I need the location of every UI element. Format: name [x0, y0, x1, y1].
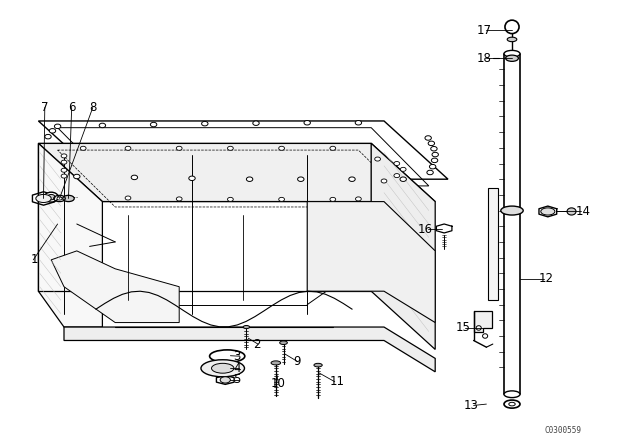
Ellipse shape — [177, 146, 182, 151]
Ellipse shape — [349, 177, 355, 181]
Text: 5: 5 — [234, 373, 241, 387]
Ellipse shape — [49, 129, 56, 133]
Ellipse shape — [54, 124, 61, 129]
Ellipse shape — [505, 20, 519, 34]
Polygon shape — [38, 143, 435, 202]
Ellipse shape — [57, 197, 62, 200]
Polygon shape — [371, 143, 435, 349]
Ellipse shape — [228, 146, 233, 151]
Polygon shape — [488, 188, 498, 300]
Ellipse shape — [45, 134, 51, 139]
Ellipse shape — [427, 170, 433, 175]
Ellipse shape — [81, 146, 86, 151]
Ellipse shape — [314, 363, 323, 367]
Polygon shape — [51, 251, 179, 323]
Ellipse shape — [425, 136, 431, 140]
Ellipse shape — [202, 121, 208, 126]
Text: 11: 11 — [330, 375, 344, 388]
Ellipse shape — [246, 177, 253, 181]
Ellipse shape — [330, 146, 336, 151]
Text: 14: 14 — [576, 205, 591, 218]
Ellipse shape — [330, 197, 336, 201]
Ellipse shape — [400, 177, 406, 181]
Ellipse shape — [506, 55, 518, 61]
Text: 7: 7 — [41, 101, 49, 114]
Ellipse shape — [243, 325, 250, 329]
Ellipse shape — [280, 341, 287, 345]
Ellipse shape — [99, 123, 106, 128]
Ellipse shape — [304, 121, 310, 125]
Ellipse shape — [201, 360, 244, 377]
Text: 2: 2 — [253, 337, 260, 351]
Ellipse shape — [279, 197, 285, 201]
Ellipse shape — [401, 167, 406, 172]
Polygon shape — [38, 121, 448, 179]
Ellipse shape — [253, 121, 259, 125]
Polygon shape — [474, 311, 492, 332]
Polygon shape — [64, 327, 435, 372]
Polygon shape — [38, 143, 102, 327]
Ellipse shape — [375, 157, 380, 161]
Text: 18: 18 — [477, 52, 492, 65]
Ellipse shape — [125, 196, 131, 200]
Ellipse shape — [63, 195, 74, 202]
Ellipse shape — [381, 179, 387, 183]
Ellipse shape — [356, 197, 362, 201]
Ellipse shape — [355, 121, 362, 125]
Ellipse shape — [61, 174, 67, 178]
Ellipse shape — [429, 164, 436, 169]
Text: 15: 15 — [456, 321, 470, 335]
Text: C0300559: C0300559 — [545, 426, 582, 435]
Ellipse shape — [504, 391, 520, 398]
Polygon shape — [307, 202, 435, 323]
Ellipse shape — [177, 197, 182, 201]
Ellipse shape — [279, 146, 285, 151]
Text: 3: 3 — [234, 349, 241, 363]
Text: 12: 12 — [539, 272, 554, 285]
Ellipse shape — [61, 168, 67, 172]
Ellipse shape — [509, 402, 515, 406]
Ellipse shape — [189, 176, 195, 181]
Text: 4: 4 — [234, 362, 241, 375]
Ellipse shape — [125, 146, 131, 151]
Ellipse shape — [74, 174, 80, 179]
Ellipse shape — [431, 146, 437, 151]
Ellipse shape — [44, 192, 58, 202]
Text: 8: 8 — [89, 101, 97, 114]
Ellipse shape — [476, 326, 481, 330]
Text: 1: 1 — [31, 253, 38, 267]
Ellipse shape — [150, 122, 157, 127]
Ellipse shape — [131, 175, 138, 180]
Ellipse shape — [483, 334, 488, 338]
Ellipse shape — [228, 197, 233, 201]
Ellipse shape — [432, 152, 438, 157]
Ellipse shape — [394, 161, 400, 166]
Text: 17: 17 — [477, 24, 492, 37]
Ellipse shape — [211, 363, 234, 373]
Ellipse shape — [501, 206, 524, 215]
Ellipse shape — [541, 208, 555, 215]
Ellipse shape — [47, 194, 55, 200]
Ellipse shape — [271, 361, 280, 365]
Text: 16: 16 — [418, 223, 433, 236]
Ellipse shape — [394, 173, 400, 178]
Ellipse shape — [507, 37, 517, 42]
Text: 10: 10 — [271, 376, 286, 390]
Ellipse shape — [61, 160, 67, 164]
Text: 9: 9 — [293, 355, 301, 369]
Ellipse shape — [431, 158, 438, 163]
Ellipse shape — [298, 177, 304, 181]
Ellipse shape — [504, 400, 520, 408]
Ellipse shape — [428, 141, 435, 146]
Ellipse shape — [220, 377, 230, 383]
Ellipse shape — [36, 194, 51, 202]
Text: 6: 6 — [68, 101, 76, 114]
Ellipse shape — [567, 208, 576, 215]
Ellipse shape — [504, 50, 520, 57]
Ellipse shape — [61, 154, 67, 158]
Text: 13: 13 — [464, 399, 479, 412]
